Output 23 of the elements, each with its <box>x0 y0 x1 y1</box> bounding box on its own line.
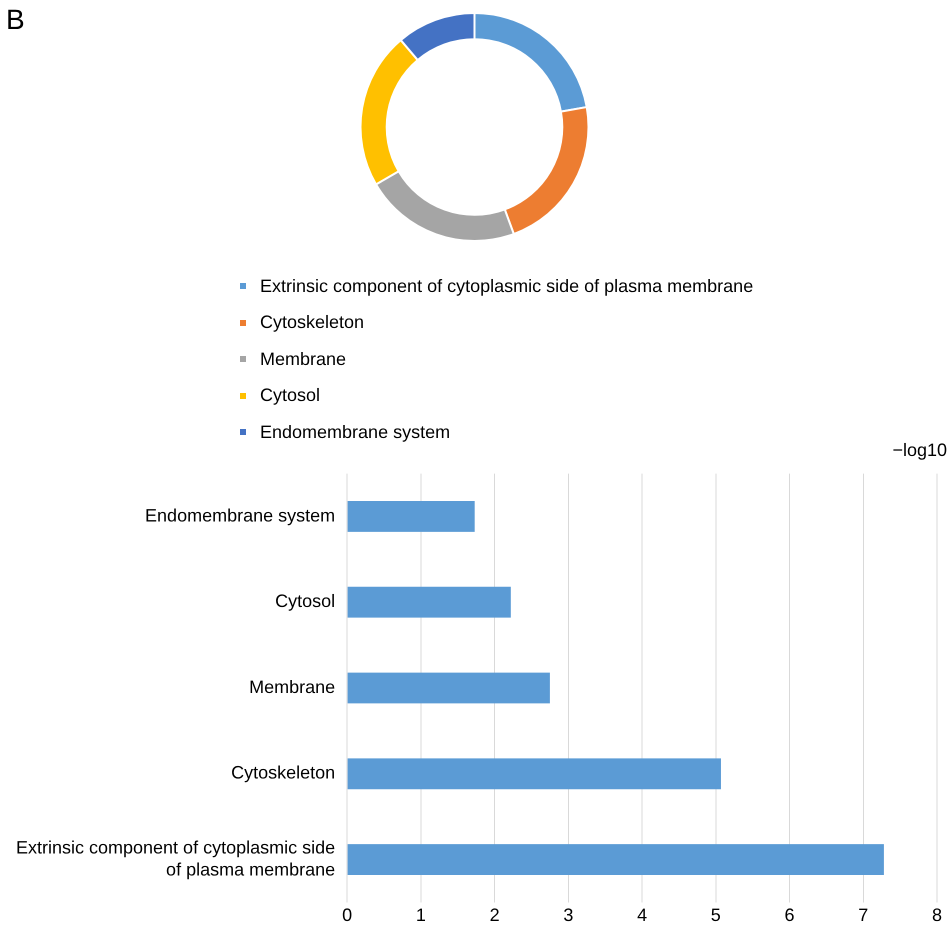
y-tick-label: Membrane <box>249 676 336 697</box>
x-tick-label: 1 <box>416 905 426 926</box>
y-tick-label: Endomembrane system <box>145 505 336 526</box>
legend-label: Extrinsic component of cytoplasmic side of plasma membrane <box>260 276 754 297</box>
x-axis-title: −log10 <box>892 440 947 460</box>
legend-label: Endomembrane system <box>260 422 450 443</box>
bar <box>348 501 475 532</box>
x-tick-label: 4 <box>637 905 648 926</box>
text: B <box>6 4 25 36</box>
y-tick-label: Cytosol <box>275 591 336 612</box>
x-tick-label: 7 <box>858 905 868 926</box>
y-tick-label: Extrinsic component of cytoplasmic side of plasma membrane <box>16 838 336 880</box>
x-tick-label: 5 <box>710 905 721 926</box>
bar <box>348 586 511 618</box>
x-tick-label: 2 <box>490 905 500 926</box>
bar <box>348 758 721 790</box>
bar <box>348 844 884 875</box>
y-tick-label: Cytoskeleton <box>231 762 336 783</box>
x-tick-label: 0 <box>342 905 352 926</box>
x-tick-label: 6 <box>784 905 795 926</box>
x-tick-label: 3 <box>563 905 574 926</box>
bar <box>348 672 550 704</box>
x-tick-label: 8 <box>932 905 942 926</box>
